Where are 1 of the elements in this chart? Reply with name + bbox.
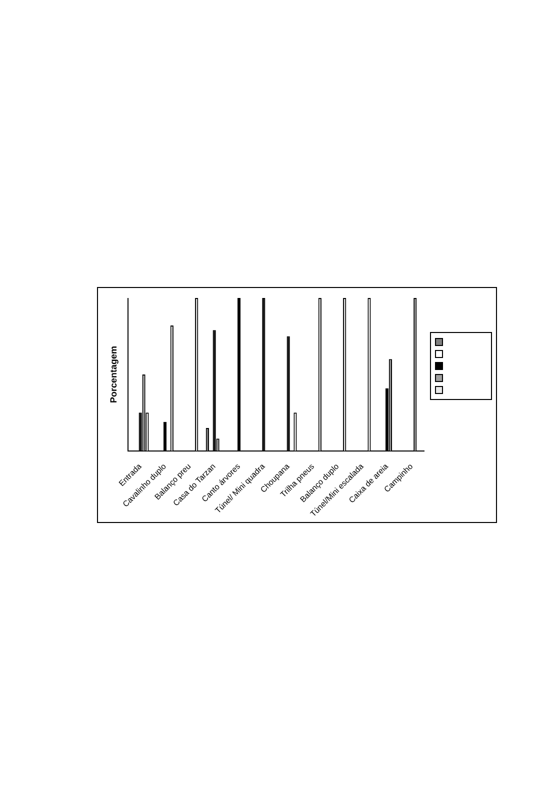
y-axis-title: Porcentagem xyxy=(108,346,118,403)
